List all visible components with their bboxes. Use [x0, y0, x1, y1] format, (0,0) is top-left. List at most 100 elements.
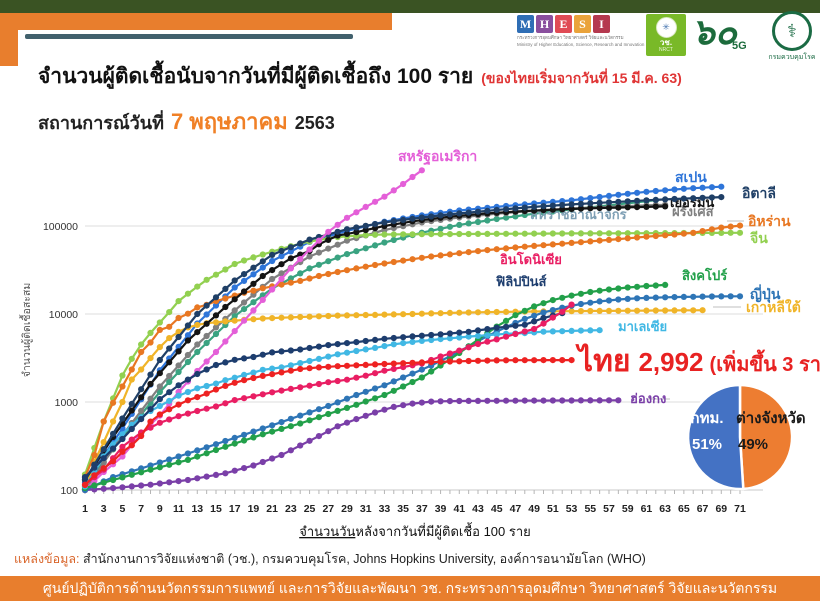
- series-dot-singapore: [662, 281, 669, 288]
- series-dot-japan: [297, 412, 304, 419]
- series-dot-thailand: [540, 357, 547, 364]
- title-main: จำนวนผู้ติดเชื้อนับจากวันที่มีผู้ติดเชื้…: [38, 65, 474, 88]
- series-dot-korea: [100, 439, 107, 446]
- series-label-france: ฝรั่งเศส: [672, 202, 714, 219]
- series-dot-usa: [343, 214, 351, 221]
- series-dot-usa: [371, 198, 379, 205]
- series-dot-singapore: [633, 283, 641, 290]
- series-dot-germany: [343, 230, 351, 237]
- series-dot-japan: [615, 296, 622, 303]
- series-dot-uk: [493, 215, 500, 223]
- series-dot-italy: [465, 209, 472, 216]
- series-dot-hongkong: [278, 451, 285, 459]
- series-dot-china: [203, 276, 210, 283]
- series-dot-germany: [633, 204, 641, 211]
- series-dot-indonesia: [362, 372, 369, 379]
- series-dot-korea: [587, 307, 594, 315]
- series-dot-malaysia: [156, 402, 163, 410]
- series-dot-thailand: [428, 359, 435, 366]
- series-dot-china: [428, 231, 435, 238]
- series-dot-china: [577, 230, 585, 237]
- series-dot-usa: [231, 328, 238, 335]
- series-dot-iran: [727, 223, 734, 230]
- series-dot-malaysia: [184, 388, 192, 396]
- series-dot-hongkong: [156, 480, 163, 487]
- series-dot-singapore: [240, 437, 248, 444]
- series-dot-singapore: [128, 471, 135, 478]
- series-dot-italy: [718, 194, 725, 201]
- series-dot-hongkong: [577, 397, 585, 404]
- series-dot-japan: [409, 370, 416, 377]
- series-dot-singapore: [147, 466, 154, 473]
- series-dot-germany: [596, 204, 603, 212]
- series-dot-china: [240, 257, 248, 264]
- x-tick-13: 13: [191, 503, 203, 515]
- series-dot-thailand: [81, 481, 89, 489]
- series-dot-usa: [306, 246, 313, 253]
- series-dot-germany: [362, 227, 369, 234]
- series-dot-china: [540, 230, 547, 237]
- series-dot-usa: [119, 453, 126, 460]
- y-tick-10000: 10000: [49, 309, 78, 321]
- series-dot-hongkong: [437, 398, 444, 405]
- series-dot-japan: [353, 391, 360, 399]
- series-dot-indonesia: [175, 413, 182, 420]
- series-dot-china: [512, 230, 519, 237]
- series-dot-spain: [708, 184, 716, 191]
- series-dot-thailand: [521, 357, 528, 364]
- series-dot-philippines: [109, 445, 117, 452]
- series-dot-iran: [418, 254, 425, 261]
- series-dot-iran: [306, 275, 313, 282]
- x-tick-31: 31: [360, 503, 372, 515]
- x-tick-61: 61: [641, 503, 653, 515]
- series-dot-indonesia: [212, 403, 220, 410]
- series-dot-malaysia: [250, 369, 257, 376]
- series-dot-korea: [437, 310, 444, 317]
- teal-divider-rule: [25, 34, 353, 39]
- series-dot-thailand: [222, 382, 229, 389]
- series-label-iran: อิหร่าน: [747, 213, 791, 229]
- series-dot-hongkong: [212, 471, 220, 478]
- series-dot-indonesia: [437, 353, 444, 360]
- series-dot-japan: [699, 293, 706, 300]
- series-dot-germany: [652, 203, 659, 210]
- series-dot-france: [315, 249, 323, 256]
- series-dot-germany: [353, 229, 360, 236]
- series-dot-japan: [222, 437, 229, 445]
- series-dot-italy: [512, 205, 519, 212]
- series-dot-iran: [493, 246, 500, 253]
- series-dot-hongkong: [446, 398, 454, 405]
- series-dot-hongkong: [203, 473, 210, 480]
- series-dot-uk: [502, 214, 510, 221]
- series-dot-iran: [577, 239, 585, 246]
- series-dot-germany: [278, 261, 285, 268]
- series-dot-china: [456, 230, 463, 238]
- series-dot-malaysia: [428, 336, 435, 344]
- x-tick-21: 21: [266, 503, 278, 515]
- series-dot-iran: [250, 287, 257, 294]
- title-note: (ของไทยเริ่มจากวันที่ 15 มี.ค. 63): [481, 70, 682, 86]
- series-dot-china: [615, 230, 622, 237]
- series-dot-thailand: [278, 369, 285, 376]
- series-dot-uk: [437, 225, 444, 232]
- series-dot-indonesia: [531, 325, 538, 333]
- series-dot-malaysia: [259, 366, 266, 373]
- series-dot-indonesia: [119, 443, 126, 450]
- series-dot-indonesia: [166, 416, 173, 423]
- series-dot-italy: [605, 199, 613, 206]
- series-dot-italy: [381, 219, 388, 226]
- series-dot-usa: [278, 275, 285, 282]
- series-dot-singapore: [362, 398, 369, 405]
- series-dot-hongkong: [231, 467, 238, 474]
- series-dot-italy: [474, 208, 482, 215]
- series-dot-spain: [269, 257, 276, 265]
- series-dot-indonesia: [287, 385, 294, 392]
- series-dot-korea: [119, 398, 126, 406]
- series-dot-singapore: [568, 292, 575, 299]
- series-dot-hongkong: [147, 481, 154, 488]
- series-dot-germany: [568, 205, 575, 212]
- series-dot-thailand: [315, 364, 323, 371]
- series-dot-italy: [269, 251, 276, 258]
- series-dot-uk: [156, 388, 163, 396]
- series-dot-iran: [175, 314, 182, 322]
